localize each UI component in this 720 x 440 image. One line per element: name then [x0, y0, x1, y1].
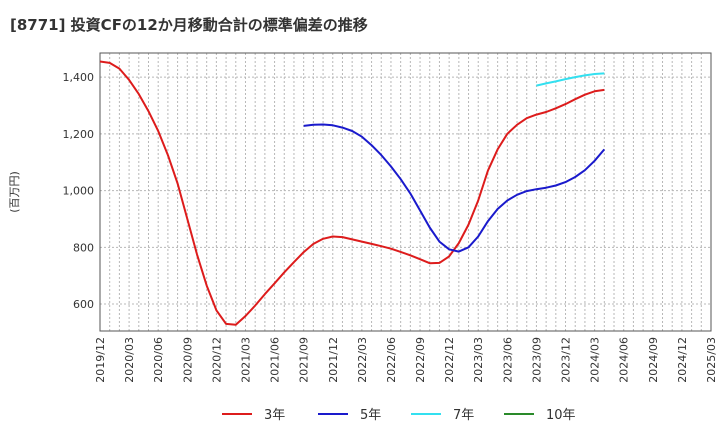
x-tick-label: 2024/12 [676, 337, 689, 383]
x-tick-label: 2021/06 [269, 337, 282, 383]
y-axis-label: (百万円) [8, 171, 21, 213]
plot-area [99, 52, 712, 332]
legend-item: 7年 [411, 408, 474, 423]
y-tick-label: 600 [73, 298, 94, 311]
legend-item: 5年 [318, 408, 381, 423]
x-tick-label: 2021/03 [239, 337, 252, 383]
x-tick-label: 2019/12 [94, 337, 107, 383]
x-tick-label: 2023/09 [530, 337, 543, 383]
x-tick-label: 2025/03 [705, 337, 718, 383]
legend-label: 5年 [360, 408, 381, 423]
x-tick-label: 2021/12 [327, 337, 340, 383]
x-tick-label: 2020/12 [210, 337, 223, 383]
legend-label: 7年 [453, 408, 474, 423]
x-tick-label: 2023/03 [472, 337, 485, 383]
series-line-3年 [99, 60, 605, 326]
y-tick-label: 800 [73, 241, 94, 254]
legend-item: 10年 [504, 408, 576, 423]
y-tick-label: 1,400 [63, 71, 95, 84]
x-tick-label: 2021/09 [298, 337, 311, 383]
legend-label: 3年 [264, 408, 285, 423]
x-tick-label: 2020/06 [152, 337, 165, 383]
series-line-7年 [536, 72, 605, 87]
y-tick-label: 1,000 [63, 185, 95, 198]
x-tick-label: 2022/03 [356, 337, 369, 383]
x-tick-label: 2022/09 [414, 337, 427, 383]
chart-title: [8771] 投資CFの12か月移動合計の標準偏差の推移 [10, 16, 368, 34]
x-tick-label: 2022/12 [443, 337, 456, 383]
x-tick-label: 2020/03 [123, 337, 136, 383]
series-line-5年 [303, 123, 606, 253]
x-tick-label: 2022/06 [385, 337, 398, 383]
x-tick-label: 2024/09 [647, 337, 660, 383]
y-tick-label: 1,200 [63, 128, 95, 141]
x-tick-label: 2023/06 [501, 337, 514, 383]
x-tick-label: 2023/12 [560, 337, 573, 383]
legend-label: 10年 [546, 408, 576, 423]
x-tick-label: 2024/03 [589, 337, 602, 383]
x-tick-label: 2024/06 [618, 337, 631, 383]
x-tick-label: 2020/09 [181, 337, 194, 383]
legend-item: 3年 [222, 408, 285, 423]
